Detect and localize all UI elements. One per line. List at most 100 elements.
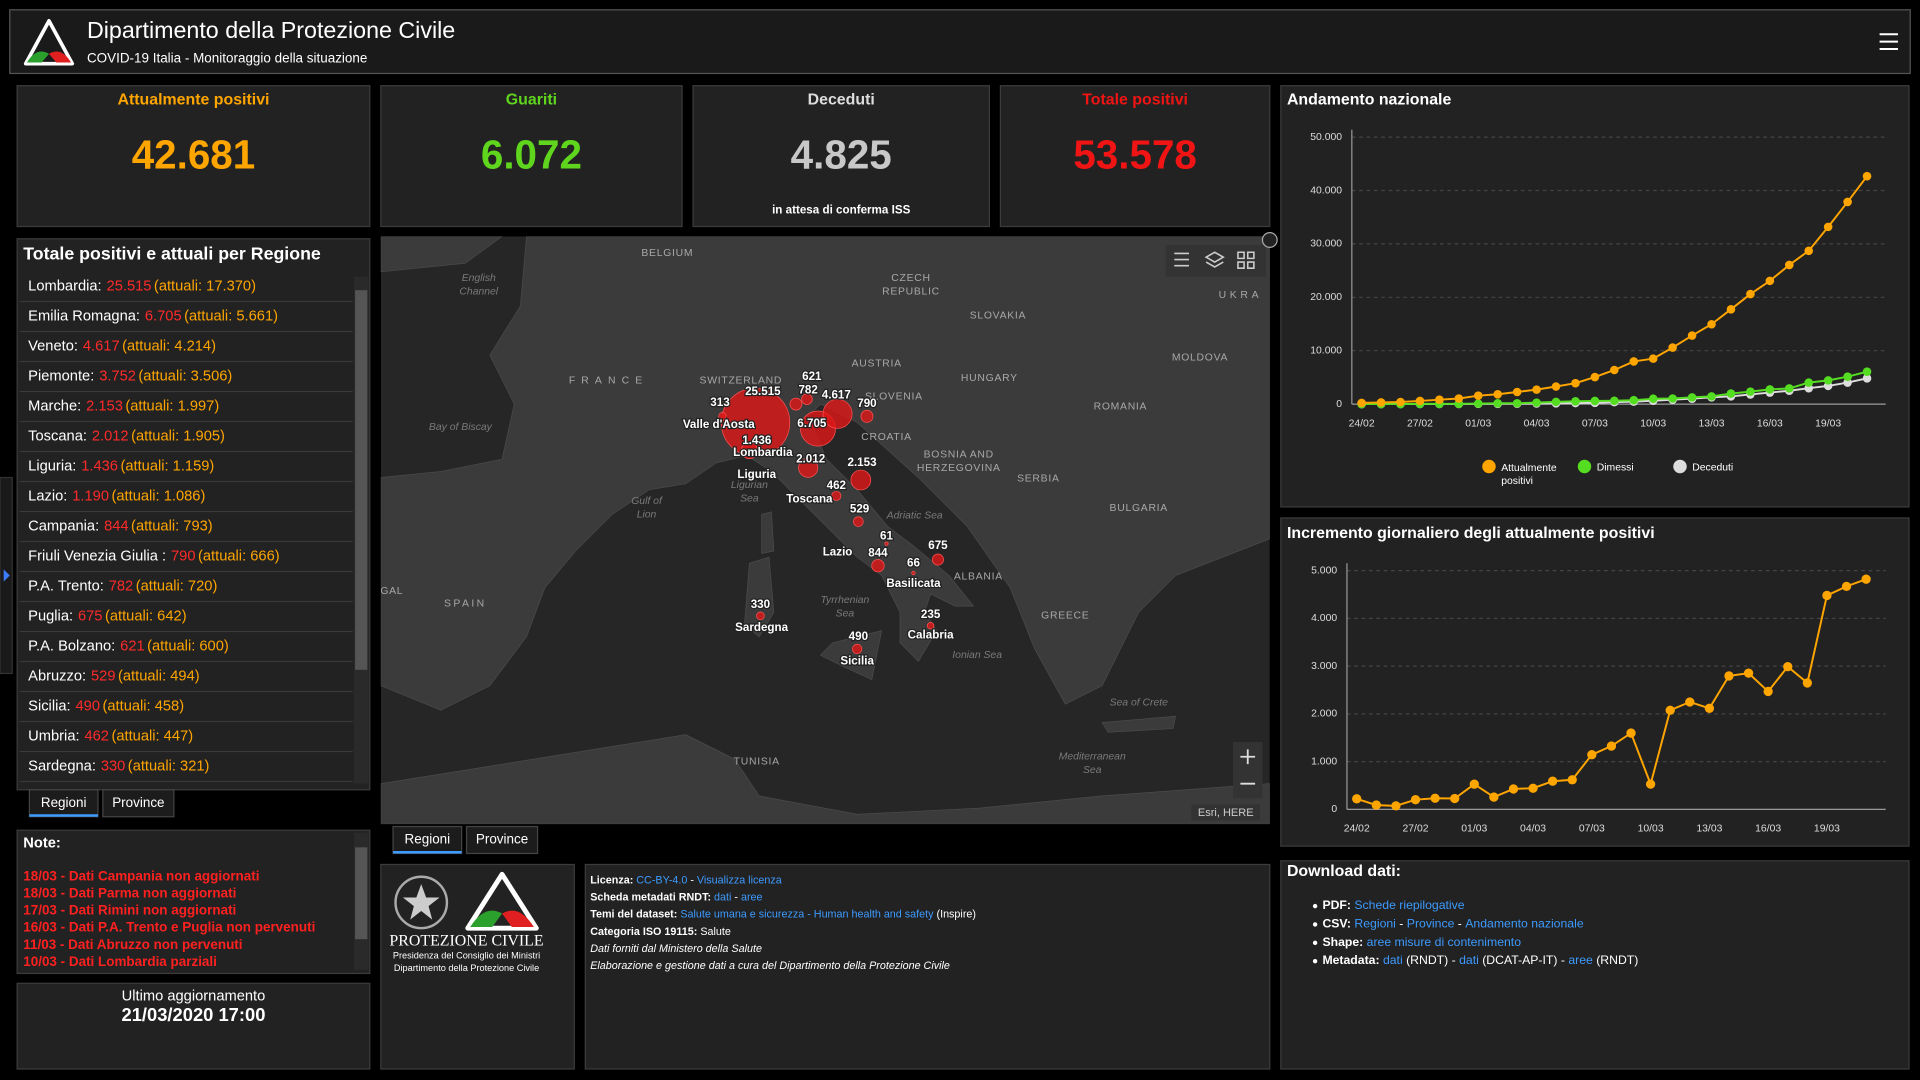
logo-green xyxy=(26,51,49,63)
kpi-label: Attualmente positivi xyxy=(117,92,269,109)
bubble-label: 462 xyxy=(827,479,846,492)
bubble-label: 235 xyxy=(921,608,941,621)
point xyxy=(1352,794,1362,804)
map-bubble[interactable] xyxy=(718,412,727,421)
region-row: Umbria: 462 (attuali: 447) xyxy=(28,728,193,744)
point xyxy=(1726,305,1736,314)
link[interactable]: dati xyxy=(1459,953,1479,967)
tab[interactable] xyxy=(102,789,175,818)
link[interactable]: Province xyxy=(1407,917,1455,931)
point xyxy=(1665,705,1675,715)
legend-button[interactable] xyxy=(1174,252,1189,267)
header-subtitle: COVID-19 Italia - Monitoraggio della sit… xyxy=(87,50,367,65)
region-label: Calabria xyxy=(908,629,954,642)
text-line: Licenza: CC-BY-4.0 - Visualizza licenza xyxy=(590,874,782,886)
point xyxy=(1548,776,1558,786)
map-bubble[interactable] xyxy=(789,397,803,411)
region-row: Liguria: 1.436 (attuali: 1.159) xyxy=(28,458,214,474)
sea-label: Ionian Sea xyxy=(952,650,1002,661)
region-label: Basilicata xyxy=(886,577,941,590)
point xyxy=(1469,779,1479,789)
legend-label[interactable]: Deceduti xyxy=(1692,463,1733,474)
region-active: (attuali: 1.997) xyxy=(125,398,219,414)
map-bubble[interactable] xyxy=(850,469,872,491)
legend-swatch[interactable] xyxy=(1577,459,1592,474)
map-bubble[interactable] xyxy=(853,516,864,527)
link[interactable]: aree xyxy=(741,891,763,903)
fullscreen-button[interactable] xyxy=(1261,232,1278,248)
basemap-button[interactable] xyxy=(1237,251,1255,269)
tab[interactable] xyxy=(465,825,539,855)
map-bubble[interactable] xyxy=(756,611,765,621)
map[interactable]: BELGIUM CZECH REPUBLIC UKRA SLOVAKIA FRANCE SW… xyxy=(380,236,1270,825)
region-row: Veneto: 4.617 (attuali: 4.214) xyxy=(28,338,216,354)
point xyxy=(1450,793,1460,804)
region-total: 25.515 xyxy=(107,278,152,294)
content: Attualmente positivi 42.681 Guariti 6.072 De… xyxy=(19,92,1886,1025)
legend-swatch[interactable] xyxy=(1673,459,1687,474)
point xyxy=(1376,398,1386,407)
point xyxy=(1629,395,1639,405)
scroll-thumb[interactable] xyxy=(355,847,368,940)
country-label-line: REPUBLIC xyxy=(882,286,940,297)
link[interactable]: Regioni xyxy=(1354,917,1396,931)
map-bubble[interactable] xyxy=(871,559,885,573)
region-active: (attuali: 17.370) xyxy=(154,278,256,294)
region-row: Toscana: 2.012 (attuali: 1.905) xyxy=(28,428,225,444)
legend-swatch[interactable] xyxy=(1482,459,1496,474)
link[interactable]: Schede riepilogative xyxy=(1354,898,1464,912)
text-line: Shape: aree misure di contenimento xyxy=(1322,935,1521,949)
tab-label: Regioni xyxy=(41,795,87,810)
region-row: Piemonte: 3.752 (attuali: 3.506) xyxy=(28,368,232,384)
map-bubble[interactable] xyxy=(720,387,791,458)
map-bubble[interactable] xyxy=(860,409,874,423)
point xyxy=(1743,668,1754,678)
x-tick-label: 13/03 xyxy=(1699,418,1725,429)
emblem-star xyxy=(402,884,440,920)
zoom-buttons[interactable] xyxy=(1240,749,1256,785)
tab[interactable] xyxy=(392,825,463,855)
link[interactable]: dati xyxy=(714,891,731,903)
map-bubble[interactable] xyxy=(911,570,916,576)
x-tick-label: 04/03 xyxy=(1524,418,1550,429)
map-bubble[interactable] xyxy=(822,398,853,429)
map-bubble[interactable] xyxy=(926,622,935,630)
map-bubble[interactable] xyxy=(801,393,813,405)
sea-label: English Channel xyxy=(459,273,498,297)
link[interactable]: Visualizza licenza xyxy=(697,874,782,886)
map-bubble[interactable] xyxy=(932,553,944,566)
layers-button[interactable] xyxy=(1204,251,1225,268)
point xyxy=(1551,382,1561,391)
point xyxy=(1571,378,1580,388)
map-bubble[interactable] xyxy=(884,541,889,546)
country-label: GREECE xyxy=(1041,611,1089,622)
country-label: CROATIA xyxy=(861,432,912,443)
map-bubble[interactable] xyxy=(740,442,758,460)
attribution: Esri, HERE xyxy=(1198,807,1254,819)
link[interactable]: Andamento nazionale xyxy=(1465,917,1584,931)
map-bubble[interactable] xyxy=(798,457,819,478)
link[interactable]: CC-BY-4.0 xyxy=(636,874,687,886)
region-active: (attuali: 666) xyxy=(198,548,280,564)
point xyxy=(1357,398,1366,408)
tab[interactable] xyxy=(28,789,99,818)
point xyxy=(1783,661,1793,672)
link[interactable]: dati xyxy=(1383,953,1403,967)
legend-label[interactable]: Dimessi xyxy=(1597,463,1634,474)
scroll-thumb[interactable] xyxy=(355,290,368,670)
link[interactable]: aree misure di contenimento xyxy=(1367,935,1522,949)
link[interactable]: Salute umana e sicurezza - Human health … xyxy=(680,909,934,921)
map-bubble[interactable] xyxy=(831,490,842,501)
region-total: 675 xyxy=(78,608,103,624)
chart-title: Andamento nazionale xyxy=(1287,92,1452,109)
region-name: P.A. Trento: xyxy=(28,578,104,594)
map-bubble[interactable] xyxy=(852,643,863,655)
region-name: Puglia: xyxy=(28,608,73,624)
region-total: 462 xyxy=(84,728,109,744)
menu-button[interactable] xyxy=(1879,33,1898,50)
kpi-note: in attesa di conferma ISS xyxy=(772,204,910,217)
legend-label[interactable]: Attualmente positivi xyxy=(1501,463,1559,487)
link[interactable]: aree xyxy=(1568,953,1593,967)
kpi-panel xyxy=(999,85,1271,228)
sea-label-line: Tyrrhenian xyxy=(820,595,869,606)
